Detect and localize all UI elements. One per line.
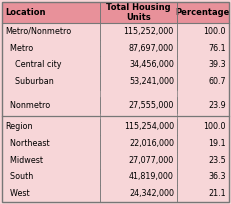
- Text: 19.1: 19.1: [208, 139, 226, 148]
- Text: Metro/Nonmetro: Metro/Nonmetro: [5, 27, 71, 36]
- Text: South: South: [5, 172, 33, 182]
- Text: 87,697,000: 87,697,000: [129, 44, 174, 53]
- Text: 36.3: 36.3: [208, 172, 226, 182]
- Text: 115,254,000: 115,254,000: [124, 122, 174, 132]
- Text: Midwest: Midwest: [5, 156, 43, 165]
- Text: 34,456,000: 34,456,000: [129, 60, 174, 69]
- Text: Region: Region: [5, 122, 33, 132]
- Text: 27,555,000: 27,555,000: [128, 101, 174, 110]
- Text: 24,342,000: 24,342,000: [129, 189, 174, 198]
- Text: 27,077,000: 27,077,000: [129, 156, 174, 165]
- Text: Northeast: Northeast: [5, 139, 50, 148]
- Text: Central city: Central city: [5, 60, 61, 69]
- Text: 21.1: 21.1: [208, 189, 226, 198]
- Text: 100.0: 100.0: [204, 27, 226, 36]
- Text: Total Housing
Units: Total Housing Units: [106, 3, 170, 22]
- Text: Suburban: Suburban: [5, 77, 54, 86]
- Text: Percentage: Percentage: [176, 8, 230, 17]
- Text: 41,819,000: 41,819,000: [129, 172, 174, 182]
- Text: West: West: [5, 189, 30, 198]
- Bar: [2, 2, 229, 23]
- Text: 53,241,000: 53,241,000: [129, 77, 174, 86]
- Text: 100.0: 100.0: [204, 122, 226, 132]
- Text: 115,252,000: 115,252,000: [124, 27, 174, 36]
- Text: 22,016,000: 22,016,000: [129, 139, 174, 148]
- Text: 23.5: 23.5: [208, 156, 226, 165]
- Text: 76.1: 76.1: [208, 44, 226, 53]
- Text: 39.3: 39.3: [208, 60, 226, 69]
- Text: 60.7: 60.7: [208, 77, 226, 86]
- Text: Metro: Metro: [5, 44, 33, 53]
- Text: 23.9: 23.9: [208, 101, 226, 110]
- Text: Location: Location: [5, 8, 46, 17]
- Text: Nonmetro: Nonmetro: [5, 101, 50, 110]
